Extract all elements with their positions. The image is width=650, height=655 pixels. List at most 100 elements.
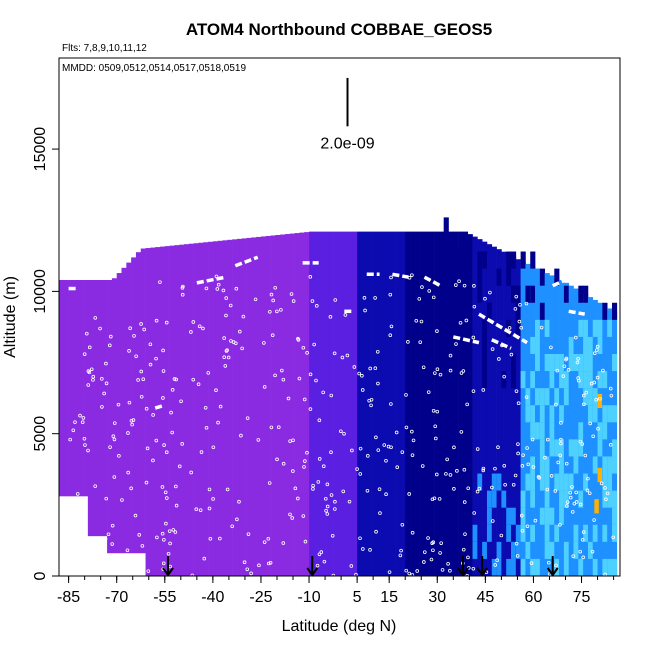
field-cell	[563, 490, 570, 508]
field-cell	[515, 302, 521, 320]
flight-track-point	[514, 389, 519, 393]
flight-track-point	[127, 564, 131, 568]
flight-track-point	[275, 309, 279, 314]
flight-track-point	[189, 470, 193, 475]
flight-track-point	[164, 320, 169, 325]
field-column	[400, 231, 406, 576]
field-cell	[587, 336, 594, 354]
flight-track-point	[518, 303, 522, 307]
y-tick-label: 15000	[32, 127, 49, 172]
flight-track-point	[349, 564, 354, 568]
flight-track-point	[242, 560, 247, 565]
field-column	[83, 280, 89, 497]
flight-track-point	[296, 338, 301, 342]
field-cell	[482, 541, 488, 559]
field-cell	[535, 354, 541, 372]
flight-track-point	[100, 377, 104, 381]
field-cell	[607, 490, 613, 508]
flight-track-point	[475, 489, 480, 494]
flight-track-point	[454, 283, 458, 287]
flight-track-point	[580, 442, 585, 446]
field-column	[188, 243, 194, 576]
field-cell	[611, 439, 618, 457]
flight-track-point	[570, 485, 574, 489]
flight-track-point	[454, 342, 458, 346]
field-cell	[559, 439, 565, 457]
field-cell	[568, 439, 574, 457]
flight-track-point	[290, 516, 295, 520]
flight-track-point	[194, 507, 199, 512]
field-cell	[506, 268, 512, 286]
flight-track-point	[493, 466, 497, 471]
field-cell	[563, 558, 570, 576]
field-column	[121, 267, 127, 554]
flight-track-point	[360, 388, 365, 392]
flight-track-point	[207, 506, 212, 511]
flight-track-point	[297, 376, 302, 381]
field-cell	[539, 473, 545, 491]
flight-track-point	[109, 334, 113, 339]
flight-track-point	[237, 329, 242, 334]
field-cell	[597, 422, 603, 440]
flight-track-point	[199, 450, 204, 454]
field-cell	[611, 302, 618, 320]
flight-track-point	[130, 422, 134, 427]
flight-track-point	[172, 377, 177, 381]
flight-track-point	[400, 522, 405, 527]
field-column	[477, 239, 483, 576]
field-column	[87, 280, 93, 537]
flight-track-point	[170, 430, 174, 435]
field-column	[97, 280, 103, 537]
flight-track-point	[520, 528, 525, 533]
flight-track-point	[104, 496, 109, 501]
flight-track-point	[357, 371, 361, 376]
flight-track-point	[421, 365, 426, 370]
field-cell	[539, 422, 545, 440]
field-column	[385, 231, 392, 576]
field-column	[607, 308, 613, 576]
field-cell	[544, 388, 550, 406]
flight-track-point	[400, 450, 405, 454]
field-cell	[453, 251, 459, 269]
flight-track-leg	[196, 275, 227, 285]
field-column	[275, 234, 281, 576]
flight-track-point	[103, 537, 108, 541]
field-cell	[568, 336, 574, 354]
field-cell	[587, 354, 594, 372]
field-cell	[539, 456, 545, 474]
flight-track-point	[226, 355, 231, 360]
flight-track-point	[369, 403, 373, 408]
field-cell	[530, 251, 536, 269]
field-cell	[491, 558, 497, 576]
flight-track-point	[305, 351, 309, 355]
flight-track-point	[471, 567, 476, 571]
flight-track-point	[410, 530, 415, 535]
y-axis-title: Altitude (m)	[2, 276, 19, 358]
field-cell	[573, 456, 579, 474]
field-cell	[559, 507, 565, 525]
flight-track-point	[253, 297, 258, 302]
flight-track-point	[509, 352, 514, 357]
field-cell	[491, 490, 497, 508]
profile-arrows	[162, 556, 559, 577]
flight-track-point	[361, 547, 365, 551]
flight-track-point	[426, 390, 431, 394]
flight-track-point	[228, 303, 233, 308]
field-column	[559, 280, 565, 576]
flight-track-point	[445, 457, 449, 462]
flight-track-point	[145, 446, 150, 451]
field-cell	[607, 558, 613, 576]
field-cell	[549, 507, 555, 525]
field-cell	[544, 473, 550, 491]
flight-track-point	[141, 377, 146, 382]
flight-track-point	[308, 275, 313, 279]
x-tick-label: 30	[428, 589, 446, 606]
flight-track-point	[517, 319, 522, 324]
field-column	[535, 268, 541, 576]
flight-track-point	[329, 493, 334, 497]
flight-track-point	[161, 348, 165, 353]
flight-track-point	[368, 366, 373, 371]
flight-track-point	[471, 335, 476, 340]
flight-track-point	[74, 528, 79, 532]
flight-track-point	[333, 499, 337, 504]
